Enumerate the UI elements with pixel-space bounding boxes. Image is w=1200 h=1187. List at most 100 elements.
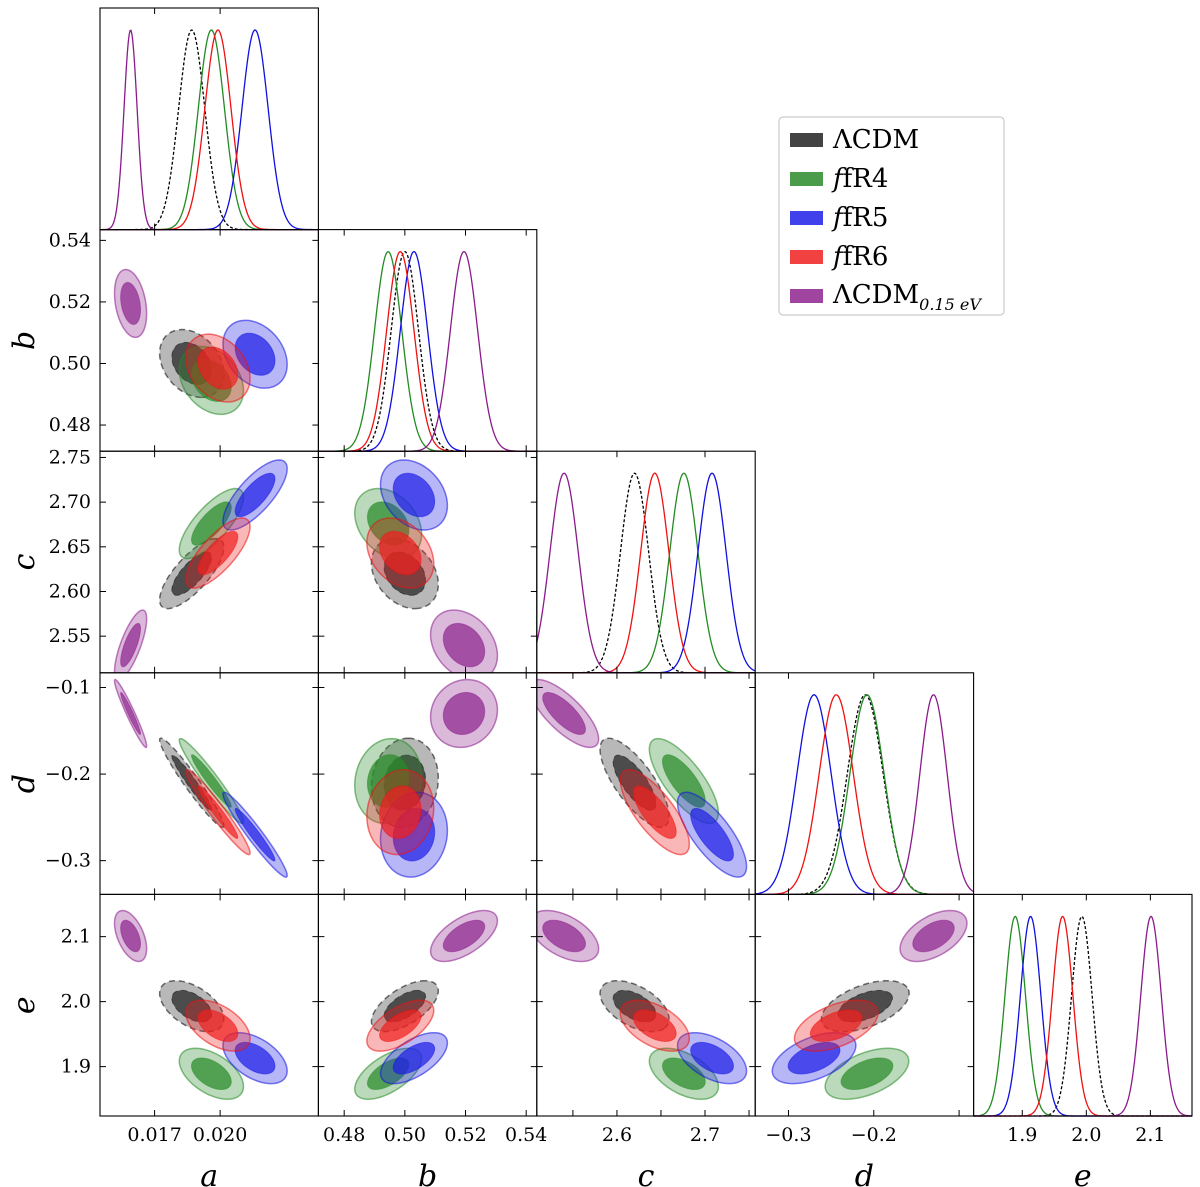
x-tick-label: 2.0 xyxy=(1071,1124,1101,1146)
x-tick-label: −0.2 xyxy=(851,1124,897,1146)
panel-frame xyxy=(973,893,1193,1117)
x-tick-label: −0.3 xyxy=(765,1124,811,1146)
contour-68-ΛCDM 0.15eV xyxy=(120,691,142,736)
y-tick-label: 2.75 xyxy=(49,446,91,468)
y-tick-label: 2.70 xyxy=(49,491,91,513)
panel-a-e xyxy=(113,909,288,1100)
contour-68-fR5 xyxy=(234,332,276,376)
marginal-a-fR5 xyxy=(100,29,319,231)
marginal-a-ΛCDM 0.15eV xyxy=(99,29,319,231)
legend-item: ffR5 xyxy=(790,203,888,233)
contour-68-fR4 xyxy=(840,1057,894,1091)
legend-swatch xyxy=(790,289,823,303)
y-axis-label: c xyxy=(7,553,42,570)
marginal-c-fR4 xyxy=(536,472,756,674)
contour-68-fR5 xyxy=(690,807,734,862)
contour-68-ΛCDM 0.15eV xyxy=(912,919,955,953)
contour-68-fR4 xyxy=(661,1057,706,1091)
x-tick-label: 2.1 xyxy=(1135,1124,1165,1146)
y-axis-label: b xyxy=(7,331,42,350)
legend-label: ffR6 xyxy=(831,242,888,272)
legend-label: ΛCDM xyxy=(832,125,919,155)
legend-swatch xyxy=(790,172,823,186)
marginal-a-fR4 xyxy=(100,29,319,231)
tick-labels: 0.017 0.020 0.48 0.50 0.52 0.54 2.6 2.7 −0.3 −0.2… xyxy=(45,229,1166,1146)
legend-item: ffR6 xyxy=(790,242,888,272)
contour-68-fR6 xyxy=(197,785,239,839)
y-tick-label: 2.1 xyxy=(61,926,91,948)
legend-item: ffR4 xyxy=(790,164,888,194)
contour-68-fR4 xyxy=(190,754,232,808)
contour-68-fR4 xyxy=(190,501,232,546)
marginal-e-fR6 xyxy=(973,915,1192,1117)
x-tick-label: 0.50 xyxy=(384,1124,426,1146)
contour-68-ΛCDM 0.15eV xyxy=(542,691,587,736)
panel-a-c xyxy=(113,459,288,673)
y-tick-label: 2.65 xyxy=(49,536,91,558)
contour-68-fR6 xyxy=(379,1009,422,1042)
x-axis-label: b xyxy=(418,1159,437,1187)
y-tick-label: 2.0 xyxy=(61,991,91,1013)
contour-68-fR5 xyxy=(392,1041,436,1075)
contour-68-fR6 xyxy=(809,1009,863,1042)
x-axis-label: d xyxy=(855,1159,874,1187)
legend-swatch xyxy=(790,133,823,147)
contour-68-fR6 xyxy=(197,1009,239,1042)
marginal-c-fR6 xyxy=(536,472,756,674)
x-tick-label: 0.020 xyxy=(193,1124,247,1146)
contour-68-fR4 xyxy=(190,1057,232,1091)
contour-68-ΛCDM 0.15eV xyxy=(120,919,142,953)
marginal-a-fR6 xyxy=(100,29,319,231)
panel-b-e xyxy=(353,909,499,1100)
panel-a-d xyxy=(113,678,288,878)
marginal-d-ΛCDM 0.15eV xyxy=(755,694,974,896)
x-tick-label: 2.7 xyxy=(690,1124,720,1146)
panel-c-e xyxy=(536,909,748,1100)
contour-68-fR6 xyxy=(379,785,422,839)
marginal-b-fR6 xyxy=(318,250,537,452)
legend-swatch xyxy=(790,211,823,225)
legend-item: ΛCDM0.15 eV xyxy=(790,280,982,314)
contour-68-fR5 xyxy=(392,472,436,518)
panel-frame xyxy=(536,450,756,674)
contour-68-fR6 xyxy=(379,530,422,576)
marginal-b-ΛCDM 0.15eV xyxy=(318,250,537,452)
contour-68-ΛCDM 0.15eV xyxy=(442,691,486,736)
x-tick-label: 0.017 xyxy=(127,1124,181,1146)
axis-labels: a b c d e b c d e xyxy=(7,331,1092,1187)
y-tick-label: 0.52 xyxy=(49,291,91,313)
contour-68-fR5 xyxy=(234,472,276,518)
contour-68-fR6 xyxy=(632,1009,677,1042)
contour-68-ΛCDM 0.15eV xyxy=(120,281,142,326)
panel-frame xyxy=(317,229,538,452)
marginal-c-ΛCDM xyxy=(536,472,756,674)
panel-d-e xyxy=(771,909,968,1100)
legend-label: ffR4 xyxy=(831,164,888,194)
y-tick-label: −0.1 xyxy=(45,677,91,699)
contour-68-fR5 xyxy=(234,1041,276,1075)
x-tick-label: 0.52 xyxy=(444,1124,486,1146)
contour-68-fR6 xyxy=(197,346,239,390)
marginal-b-fR4 xyxy=(318,250,537,452)
legend-swatch xyxy=(790,250,823,264)
y-tick-label: 2.55 xyxy=(49,625,91,647)
x-tick-label: 0.48 xyxy=(323,1124,365,1146)
marginal-b-ΛCDM xyxy=(318,250,537,452)
legend-label: ffR5 xyxy=(831,203,888,233)
contour-68-fR5 xyxy=(690,1041,734,1075)
x-tick-label: 1.9 xyxy=(1007,1124,1037,1146)
contour-68-ΛCDM 0.15eV xyxy=(542,919,587,953)
panel-c-d xyxy=(536,678,748,878)
x-axis-label: c xyxy=(638,1159,655,1187)
contour-68-fR6 xyxy=(632,785,677,839)
x-tick-label: 0.54 xyxy=(505,1124,547,1146)
y-tick-label: 1.9 xyxy=(61,1056,91,1078)
marginal-b-fR5 xyxy=(318,250,537,452)
y-tick-label: −0.3 xyxy=(45,850,91,872)
contour-68-fR6 xyxy=(197,530,239,576)
x-tick-label: 2.6 xyxy=(602,1124,632,1146)
panel-b-c xyxy=(353,459,499,673)
y-tick-label: −0.2 xyxy=(45,763,91,785)
marginal-a-ΛCDM xyxy=(100,29,319,231)
